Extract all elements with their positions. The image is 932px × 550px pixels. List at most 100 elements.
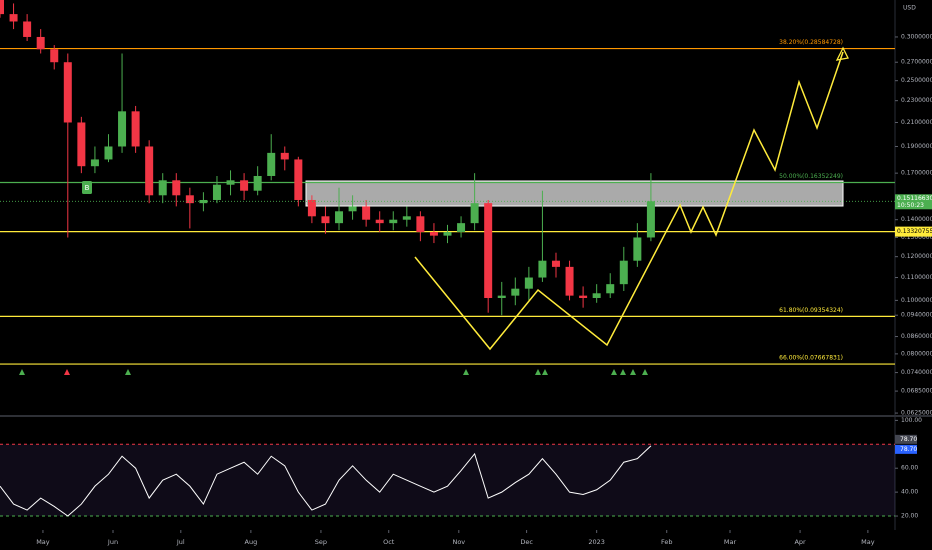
candle-body	[524, 277, 533, 289]
candle-body	[484, 203, 493, 298]
x-tick-label: May	[861, 538, 875, 546]
rsi-line	[0, 445, 652, 517]
candle-body	[470, 203, 479, 224]
rsi-badge	[895, 444, 917, 454]
candle-body	[511, 288, 520, 296]
x-tick-label: Feb	[661, 538, 673, 546]
candle-body	[457, 223, 466, 233]
candle-body	[402, 216, 411, 220]
candle-body	[538, 260, 547, 278]
candle-body	[77, 122, 86, 167]
x-tick-label: Jul	[176, 538, 185, 546]
rsi-badge	[895, 434, 917, 444]
candle-body	[50, 49, 59, 63]
x-tick-label: Apr	[794, 538, 806, 546]
buy-signal	[642, 369, 648, 375]
zone-box	[305, 180, 844, 207]
candle-body	[280, 152, 289, 160]
candle-body	[185, 195, 194, 204]
rsi-tick-label: 40.00	[901, 489, 918, 496]
buy-signal	[125, 369, 131, 375]
level-badge	[895, 226, 932, 237]
rsi-badge-label: 78.70	[900, 446, 917, 453]
candle-body	[551, 260, 560, 267]
candle-body	[429, 232, 438, 236]
buy-signal	[535, 369, 541, 375]
x-tick-label: 2023	[588, 538, 605, 546]
candle-body	[63, 62, 72, 123]
last-time-label: 10:50:23	[897, 202, 924, 209]
level-label: 50.00%(0.16352249)	[779, 173, 843, 180]
candle-body	[497, 295, 506, 298]
candle-body	[36, 36, 45, 50]
candle-body	[253, 175, 262, 191]
candle-body	[307, 199, 316, 217]
candle-body	[158, 180, 167, 196]
rsi-badge-label: 78.70	[900, 436, 917, 443]
buy-signal	[620, 369, 626, 375]
candle-body	[606, 284, 615, 294]
x-tick-label: Nov	[452, 538, 465, 546]
level-label: 38.20%(0.28584728)	[779, 39, 843, 46]
candle-body	[348, 206, 357, 212]
candle-body	[592, 293, 601, 298]
buy-signal	[463, 369, 469, 375]
candle-body	[212, 184, 221, 200]
candle-body	[335, 211, 344, 224]
projection-path	[414, 51, 844, 351]
level-label: 66.00%(0.07667831)	[779, 355, 843, 362]
candle-body	[226, 180, 235, 185]
x-tick-label: Oct	[383, 538, 395, 546]
candle-body	[118, 111, 127, 147]
candle-body	[443, 232, 452, 236]
candle-body	[104, 146, 113, 160]
candle-body	[23, 21, 32, 37]
candle-body	[619, 260, 628, 285]
candle-body	[9, 14, 18, 22]
candle-body	[199, 199, 208, 204]
x-tick-label: Mar	[724, 538, 737, 546]
sell-signal	[64, 369, 70, 375]
candle-body	[90, 159, 99, 167]
candle-body	[633, 237, 642, 261]
x-tick-label: Aug	[245, 538, 258, 546]
buy-signal	[611, 369, 617, 375]
candle-body	[294, 159, 303, 200]
last-price-label: 0.15116630	[897, 195, 932, 202]
x-tick-label: Jun	[107, 538, 118, 546]
candle-body	[375, 219, 384, 224]
rsi-tick-label: 20.00	[901, 513, 918, 520]
candle-body	[145, 146, 154, 196]
rsi-tick-label: 60.00	[901, 465, 918, 472]
candle-body	[565, 266, 574, 296]
buy-signal	[19, 369, 25, 375]
x-tick-label: Sep	[315, 538, 327, 546]
signal-box	[82, 181, 92, 194]
candle-body	[172, 180, 181, 196]
candle-body	[362, 206, 371, 220]
candle-body	[579, 295, 588, 298]
x-tick-label: Dec	[520, 538, 533, 546]
level-label: 61.80%(0.09354324)	[779, 307, 843, 314]
y-tick-label: 0.06250000	[901, 410, 932, 417]
level-badge-label: 0.13320755	[897, 228, 932, 235]
rsi-band	[0, 444, 895, 517]
candle-body	[389, 219, 398, 224]
signal-label: B	[85, 184, 90, 192]
candle-body	[267, 152, 276, 176]
